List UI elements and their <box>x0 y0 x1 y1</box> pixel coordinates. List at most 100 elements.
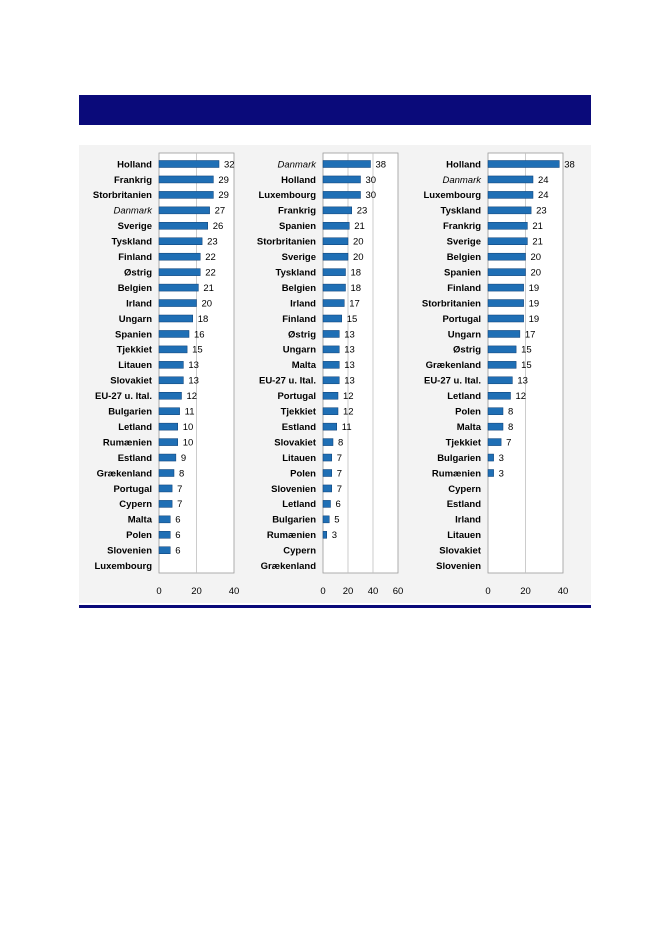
category-label: Rumænien <box>103 437 152 448</box>
data-label: 12 <box>343 407 354 418</box>
category-label: Tyskland <box>276 267 317 278</box>
data-label: 12 <box>187 391 198 402</box>
category-label: Tyskland <box>112 237 153 248</box>
category-label: Østrig <box>124 267 152 278</box>
data-label: 3 <box>499 468 504 479</box>
data-label: 19 <box>529 314 540 325</box>
data-label: 8 <box>508 422 513 433</box>
category-label: Holland <box>281 175 316 186</box>
x-tick-label: 20 <box>191 586 202 597</box>
header-banner <box>79 95 591 125</box>
category-label: Danmark <box>113 206 153 217</box>
bar <box>322 160 371 168</box>
bar <box>158 515 171 524</box>
data-label: 30 <box>366 190 377 201</box>
category-label: Bulgarien <box>108 407 152 418</box>
data-label: 6 <box>336 499 341 510</box>
bar <box>487 469 494 477</box>
category-label: Letland <box>118 422 152 433</box>
category-label: Østrig <box>288 329 316 340</box>
bar <box>487 330 521 338</box>
category-label: Storbritanien <box>422 298 481 309</box>
data-label: 19 <box>529 283 540 294</box>
x-tick-label: 0 <box>485 586 490 597</box>
data-label: 20 <box>202 298 213 309</box>
data-label: 11 <box>185 407 195 418</box>
data-label: 13 <box>188 360 199 371</box>
category-label: Cypern <box>283 546 316 557</box>
category-label: Litauen <box>118 360 152 371</box>
data-label: 18 <box>198 314 209 325</box>
category-label: Rumænien <box>432 468 481 479</box>
category-label: Cypern <box>448 484 481 495</box>
bar <box>158 469 175 477</box>
bar <box>322 175 361 184</box>
bar <box>158 392 182 400</box>
category-label: Luxembourg <box>423 190 481 201</box>
data-label: 26 <box>213 221 224 232</box>
bar <box>322 330 340 338</box>
bar <box>322 469 332 477</box>
category-label: Danmark <box>442 175 482 186</box>
x-tick-label: 20 <box>343 586 354 597</box>
data-label: 20 <box>353 237 364 248</box>
bar <box>487 175 534 184</box>
category-label: Storbritanien <box>257 237 316 248</box>
category-label: Tjekkiet <box>281 407 317 418</box>
category-label: Sverige <box>447 237 481 248</box>
data-label: 15 <box>192 345 203 356</box>
bar-chart-1: 0 20 40 Holland 32 Frankrig 29 Storbritanien 29 D… <box>93 152 239 597</box>
data-label: 10 <box>183 422 194 433</box>
bar <box>158 407 180 415</box>
bar <box>487 283 524 292</box>
category-label: Luxembourg <box>94 561 152 572</box>
bar <box>322 438 334 446</box>
category-label: Portugal <box>442 314 481 325</box>
bar <box>158 500 173 508</box>
data-label: 21 <box>532 237 543 248</box>
bar <box>487 345 517 354</box>
bar <box>322 206 352 215</box>
category-label: Belgien <box>282 283 317 294</box>
data-label: 8 <box>179 468 184 479</box>
bar <box>322 191 361 199</box>
data-label: 18 <box>351 267 362 278</box>
bar <box>158 299 197 307</box>
category-label: Holland <box>446 159 481 170</box>
data-label: 7 <box>337 484 342 495</box>
bar <box>487 299 524 307</box>
data-label: 8 <box>508 407 513 418</box>
data-label: 12 <box>516 391 527 402</box>
category-label: Irland <box>455 515 481 526</box>
bar <box>158 206 210 215</box>
category-label: Letland <box>282 499 316 510</box>
data-label: 29 <box>218 190 229 201</box>
bar <box>322 407 339 415</box>
data-label: 29 <box>218 175 229 186</box>
bar <box>158 453 177 462</box>
bar <box>158 175 214 184</box>
category-label: Polen <box>455 407 481 418</box>
data-label: 7 <box>337 468 342 479</box>
bar <box>487 191 534 199</box>
bar <box>487 422 504 431</box>
category-label: Storbritanien <box>93 190 152 201</box>
category-label: Bulgarien <box>437 453 481 464</box>
bar <box>487 376 513 385</box>
category-label: Luxembourg <box>258 190 316 201</box>
data-label: 20 <box>353 252 364 263</box>
bar <box>158 252 201 261</box>
data-label: 12 <box>343 391 354 402</box>
bar <box>158 314 193 323</box>
bar <box>487 268 526 276</box>
data-label: 30 <box>366 175 377 186</box>
category-label: Malta <box>457 422 482 433</box>
data-label: 7 <box>177 499 182 510</box>
category-label: Rumænien <box>267 530 316 541</box>
bar <box>322 453 332 462</box>
data-label: 17 <box>349 298 360 309</box>
bar <box>158 330 190 338</box>
category-label: Grækenland <box>97 468 153 479</box>
bar <box>487 252 526 261</box>
x-tick-label: 40 <box>368 586 379 597</box>
